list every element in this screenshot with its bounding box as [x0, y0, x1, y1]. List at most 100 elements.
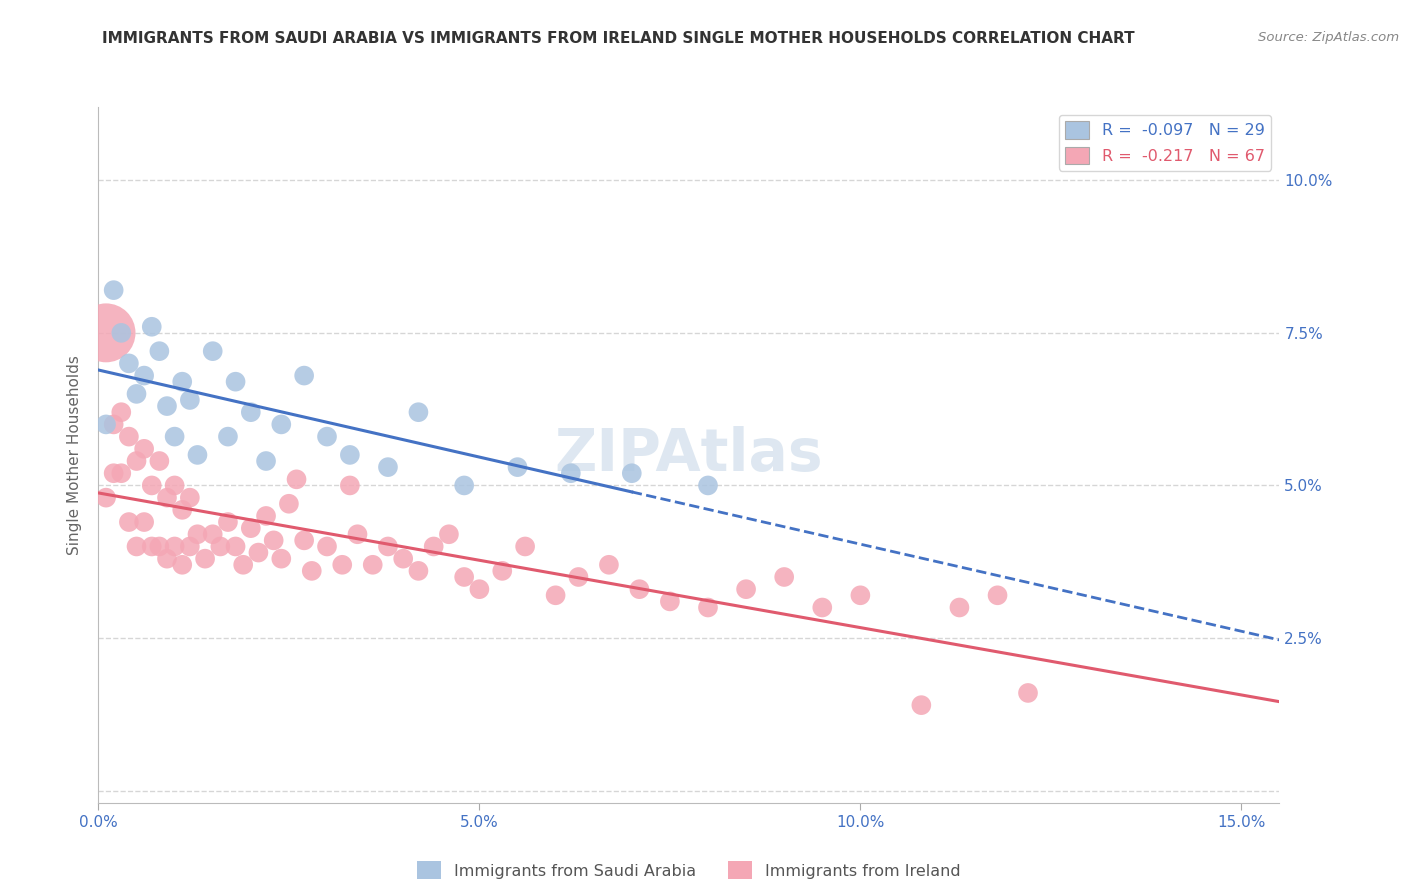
Point	[301, 564, 323, 578]
Point	[156, 399, 179, 413]
Point	[103, 417, 125, 432]
Point	[468, 582, 491, 597]
Point	[270, 551, 292, 566]
Point	[247, 545, 270, 559]
Point	[316, 429, 339, 443]
Point	[94, 491, 117, 505]
Point	[270, 417, 292, 432]
Point	[148, 454, 170, 468]
Point	[292, 533, 315, 548]
Point	[110, 405, 132, 419]
Point	[156, 491, 179, 505]
Point	[118, 515, 141, 529]
Point	[506, 460, 529, 475]
Point	[339, 448, 361, 462]
Point	[125, 387, 148, 401]
Point	[1017, 686, 1039, 700]
Point	[201, 527, 224, 541]
Point	[134, 515, 156, 529]
Point	[94, 417, 117, 432]
Text: IMMIGRANTS FROM SAUDI ARABIA VS IMMIGRANTS FROM IRELAND SINGLE MOTHER HOUSEHOLDS: IMMIGRANTS FROM SAUDI ARABIA VS IMMIGRAN…	[103, 31, 1135, 46]
Point	[201, 344, 224, 359]
Point	[658, 594, 681, 608]
Point	[179, 540, 201, 554]
Point	[239, 405, 262, 419]
Point	[194, 551, 217, 566]
Text: Source: ZipAtlas.com: Source: ZipAtlas.com	[1258, 31, 1399, 45]
Point	[811, 600, 834, 615]
Point	[910, 698, 932, 713]
Point	[103, 467, 125, 481]
Point	[491, 564, 513, 578]
Point	[179, 392, 201, 407]
Point	[186, 448, 208, 462]
Point	[339, 478, 361, 492]
Point	[148, 344, 170, 359]
Y-axis label: Single Mother Households: Single Mother Households	[67, 355, 83, 555]
Point	[172, 503, 194, 517]
Point	[103, 283, 125, 297]
Text: ZIPAtlas: ZIPAtlas	[554, 426, 824, 483]
Point	[408, 405, 430, 419]
Point	[513, 540, 536, 554]
Point	[697, 600, 720, 615]
Point	[735, 582, 758, 597]
Point	[179, 491, 201, 505]
Point	[773, 570, 796, 584]
Point	[377, 460, 399, 475]
Point	[163, 429, 186, 443]
Point	[118, 356, 141, 370]
Point	[544, 588, 567, 602]
Point	[598, 558, 620, 572]
Point	[148, 540, 170, 554]
Point	[254, 454, 277, 468]
Point	[134, 368, 156, 383]
Point	[232, 558, 254, 572]
Point	[141, 540, 163, 554]
Point	[849, 588, 872, 602]
Point	[392, 551, 415, 566]
Point	[254, 508, 277, 523]
Point	[263, 533, 285, 548]
Point	[330, 558, 353, 572]
Point	[125, 540, 148, 554]
Point	[217, 515, 239, 529]
Point	[620, 467, 643, 481]
Point	[163, 540, 186, 554]
Point	[156, 551, 179, 566]
Point	[94, 326, 117, 340]
Point	[239, 521, 262, 535]
Point	[285, 472, 308, 486]
Point	[361, 558, 384, 572]
Point	[110, 467, 132, 481]
Point	[567, 570, 589, 584]
Point	[453, 570, 475, 584]
Point	[217, 429, 239, 443]
Point	[437, 527, 460, 541]
Point	[186, 527, 208, 541]
Point	[292, 368, 315, 383]
Point	[163, 478, 186, 492]
Point	[986, 588, 1008, 602]
Point	[125, 454, 148, 468]
Point	[377, 540, 399, 554]
Point	[422, 540, 444, 554]
Point	[225, 540, 247, 554]
Point	[209, 540, 232, 554]
Point	[141, 478, 163, 492]
Point	[141, 319, 163, 334]
Point	[346, 527, 368, 541]
Point	[453, 478, 475, 492]
Point	[628, 582, 651, 597]
Point	[172, 375, 194, 389]
Point	[316, 540, 339, 554]
Point	[172, 558, 194, 572]
Legend: Immigrants from Saudi Arabia, Immigrants from Ireland: Immigrants from Saudi Arabia, Immigrants…	[411, 855, 967, 885]
Point	[948, 600, 970, 615]
Point	[277, 497, 299, 511]
Point	[110, 326, 132, 340]
Point	[560, 467, 582, 481]
Point	[408, 564, 430, 578]
Point	[118, 429, 141, 443]
Point	[134, 442, 156, 456]
